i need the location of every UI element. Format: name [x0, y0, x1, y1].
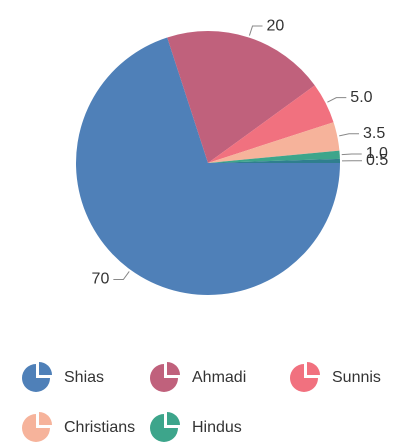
- legend-item: Sunnis: [290, 362, 381, 392]
- data-label: 70: [92, 271, 110, 288]
- legend-icon: [39, 412, 52, 425]
- data-label: 5.0: [350, 89, 372, 106]
- leader-line: [327, 98, 346, 103]
- legend-label: Shias: [64, 369, 104, 386]
- legend-item: Ahmadi: [150, 362, 246, 392]
- legend-item: Hindus: [150, 412, 242, 442]
- legend-label: Ahmadi: [192, 369, 246, 386]
- legend-icon: [307, 362, 320, 375]
- legend-item: Shias: [22, 362, 104, 392]
- legend-label: Christians: [64, 419, 135, 436]
- leader-line: [339, 134, 359, 136]
- data-label: 3.5: [363, 125, 385, 142]
- leader-line: [249, 26, 262, 36]
- data-label: 20: [266, 17, 284, 34]
- legend-icon: [39, 362, 52, 375]
- legend-label: Hindus: [192, 419, 242, 436]
- leader-line: [342, 154, 362, 155]
- leader-line: [113, 271, 129, 279]
- legend-icon: [167, 362, 180, 375]
- legend-item: Christians: [22, 412, 135, 442]
- legend-label: Sunnis: [332, 369, 381, 386]
- data-label: 0.5: [366, 152, 388, 169]
- legend-icon: [167, 412, 180, 425]
